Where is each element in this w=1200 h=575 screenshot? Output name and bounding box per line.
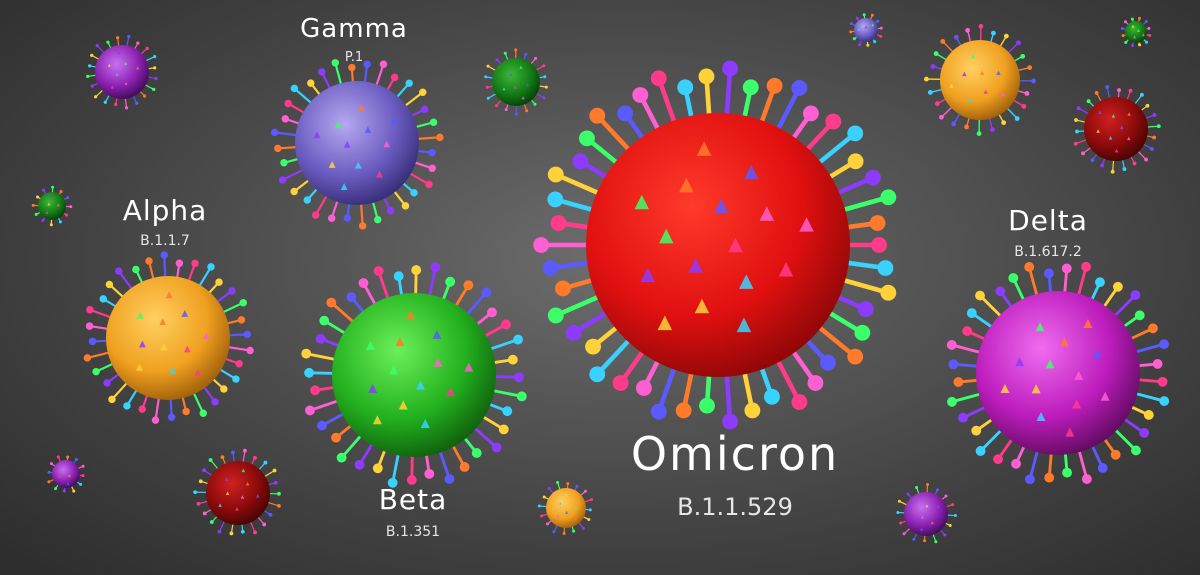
delta-label: Delta bbox=[1008, 204, 1088, 237]
small-darkred-virus bbox=[1073, 85, 1161, 174]
alpha-virus bbox=[83, 251, 254, 424]
tiny-green-virus-right bbox=[1120, 16, 1152, 48]
beta-virus bbox=[301, 262, 527, 488]
gamma-label: Gamma bbox=[300, 14, 408, 44]
tiny-green-virus-left bbox=[31, 185, 73, 227]
tiny-violet-virus bbox=[849, 13, 883, 47]
gamma-lineage: P.1 bbox=[344, 50, 364, 65]
small-darkred-virus-bottom bbox=[193, 448, 281, 536]
tiny-purple-virus bbox=[47, 455, 85, 493]
small-purple-virus-bottom bbox=[896, 483, 957, 544]
small-purple-virus bbox=[86, 34, 158, 110]
beta-lineage: B.1.351 bbox=[385, 524, 441, 540]
omicron-virus bbox=[533, 60, 897, 430]
gamma-virus bbox=[270, 59, 444, 230]
small-green-virus bbox=[484, 48, 548, 116]
delta-virus bbox=[946, 261, 1170, 485]
small-orange-virus-bottom bbox=[537, 481, 593, 536]
omicron-lineage: B.1.1.529 bbox=[677, 493, 793, 521]
delta-lineage: B.1.617.2 bbox=[1014, 244, 1082, 260]
small-orange-virus bbox=[924, 24, 1036, 136]
alpha-lineage: B.1.1.7 bbox=[140, 233, 190, 249]
alpha-label: Alpha bbox=[122, 194, 208, 227]
omicron-label: Omicron bbox=[630, 427, 840, 481]
beta-label: Beta bbox=[378, 483, 448, 516]
